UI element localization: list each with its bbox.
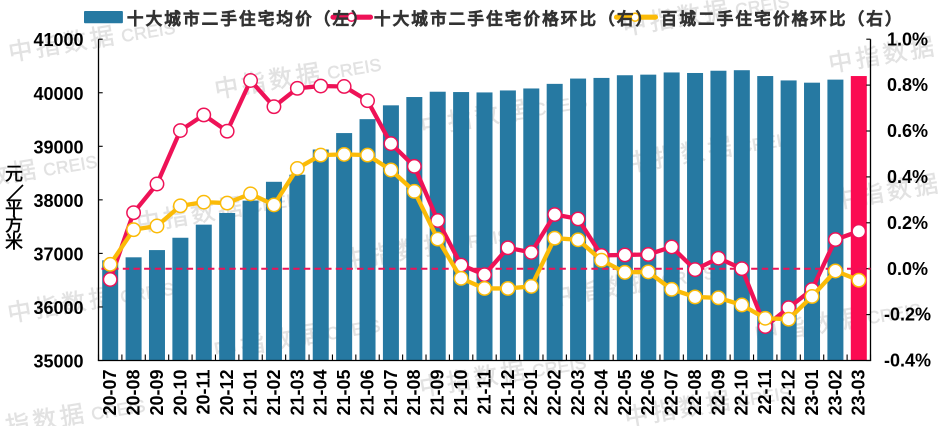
- svg-text:22-07: 22-07: [662, 370, 682, 416]
- svg-text:0.2%: 0.2%: [887, 213, 928, 233]
- svg-text:1.0%: 1.0%: [887, 29, 928, 49]
- svg-text:-0.4%: -0.4%: [884, 351, 931, 371]
- svg-text:21-01: 21-01: [240, 370, 260, 416]
- svg-text:22-12: 22-12: [779, 370, 799, 416]
- svg-text:-0.2%: -0.2%: [884, 305, 931, 325]
- svg-text:22-10: 22-10: [732, 370, 752, 416]
- svg-text:21-07: 21-07: [381, 370, 401, 416]
- svg-text:21-12: 21-12: [498, 370, 518, 416]
- svg-text:20-11: 20-11: [194, 370, 214, 415]
- svg-text:21-03: 21-03: [287, 370, 307, 416]
- svg-text:21-02: 21-02: [264, 370, 284, 416]
- svg-text:21-04: 21-04: [311, 370, 331, 416]
- svg-text:22-08: 22-08: [685, 370, 705, 416]
- svg-text:22-09: 22-09: [708, 370, 728, 416]
- svg-text:元: 元: [5, 164, 23, 184]
- svg-text:41000: 41000: [33, 30, 83, 50]
- svg-text:21-06: 21-06: [357, 370, 377, 416]
- svg-text:米: 米: [5, 232, 23, 252]
- svg-text:22-06: 22-06: [638, 370, 658, 416]
- svg-text:20-08: 20-08: [123, 370, 143, 416]
- svg-text:0.8%: 0.8%: [887, 75, 928, 95]
- svg-text:20-10: 20-10: [170, 370, 190, 416]
- svg-text:方: 方: [5, 215, 23, 235]
- svg-text:十大城市二手住宅均价（左）: 十大城市二手住宅均价（左）: [127, 9, 370, 28]
- svg-text:20-12: 20-12: [217, 370, 237, 416]
- svg-text:22-05: 22-05: [615, 370, 635, 416]
- svg-text:23-01: 23-01: [802, 370, 822, 416]
- svg-text:23-03: 23-03: [849, 370, 869, 416]
- svg-text:20-09: 20-09: [147, 370, 167, 416]
- svg-text:38000: 38000: [33, 191, 83, 211]
- svg-text:0.0%: 0.0%: [887, 259, 928, 279]
- svg-text:22-02: 22-02: [545, 370, 565, 416]
- svg-text:21-08: 21-08: [404, 370, 424, 416]
- svg-text:21-10: 21-10: [451, 370, 471, 416]
- svg-text:22-03: 22-03: [568, 370, 588, 416]
- svg-text:21-05: 21-05: [334, 370, 354, 416]
- svg-text:平: 平: [5, 198, 23, 218]
- svg-text:35000: 35000: [33, 352, 83, 372]
- svg-text:21-09: 21-09: [428, 370, 448, 416]
- svg-text:百城二手住宅价格环比（右）: 百城二手住宅价格环比（右）: [661, 9, 904, 28]
- svg-text:十大城市二手住宅价格环比（右）: 十大城市二手住宅价格环比（右）: [374, 9, 654, 28]
- svg-text:0.4%: 0.4%: [887, 167, 928, 187]
- svg-text:39000: 39000: [33, 137, 83, 157]
- svg-text:22-04: 22-04: [591, 370, 611, 416]
- svg-text:37000: 37000: [33, 244, 83, 264]
- svg-text:21-11: 21-11: [474, 370, 494, 415]
- svg-text:22-11: 22-11: [755, 370, 775, 415]
- svg-text:36000: 36000: [33, 298, 83, 318]
- svg-text:0.6%: 0.6%: [887, 121, 928, 141]
- svg-text:20-07: 20-07: [100, 370, 120, 416]
- svg-text:23-02: 23-02: [825, 370, 845, 416]
- svg-text:40000: 40000: [33, 84, 83, 104]
- svg-text:22-01: 22-01: [521, 370, 541, 416]
